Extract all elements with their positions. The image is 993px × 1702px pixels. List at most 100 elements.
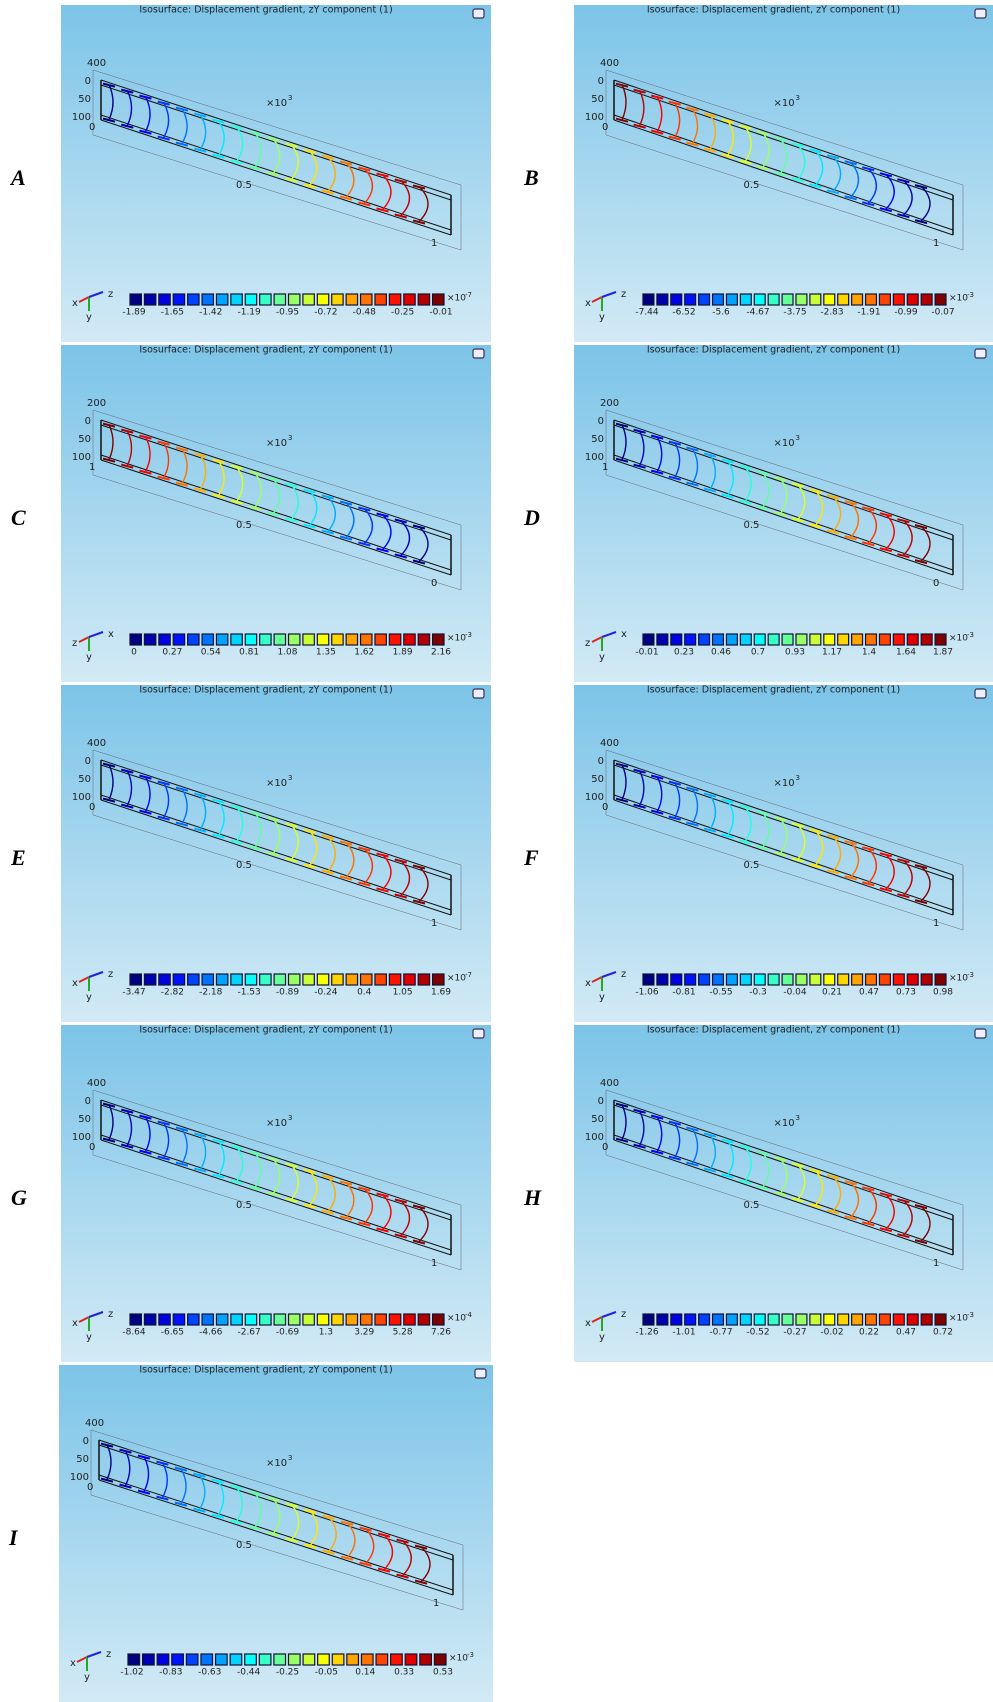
isosurface	[212, 798, 225, 804]
view-icon[interactable]	[974, 8, 987, 19]
triad-label: x	[72, 1318, 78, 1329]
colorbar-block	[273, 1653, 287, 1666]
colorbar-block	[642, 973, 655, 986]
isosurface	[867, 1187, 878, 1224]
isosurface	[879, 852, 893, 858]
isosurface	[779, 1157, 788, 1194]
colorbar-tick-label: 1.17	[822, 648, 842, 658]
isosurface	[377, 1567, 391, 1573]
isosurface	[615, 422, 629, 428]
colorbar-tick-label: -0.81	[672, 988, 695, 998]
colorbar-block	[920, 1313, 933, 1326]
axis-scale: ×10	[774, 778, 795, 789]
isosurface	[376, 852, 389, 858]
view-icon[interactable]	[472, 1028, 485, 1039]
colorbar-block	[316, 293, 330, 306]
isosurface	[638, 1110, 645, 1146]
isosurface	[756, 470, 769, 476]
isosurface	[248, 1525, 262, 1531]
colorbar-block	[656, 973, 669, 986]
isosurface	[420, 1546, 431, 1583]
isosurface	[674, 442, 681, 478]
colorbar-block	[837, 293, 850, 306]
colorbar-tick-label: 1.4	[862, 648, 877, 658]
view-icon[interactable]	[974, 1028, 987, 1039]
isosurface	[120, 428, 134, 434]
axis-label: 1	[431, 238, 437, 249]
isosurface	[157, 100, 170, 106]
isosurface	[756, 505, 769, 511]
isosurface	[621, 1104, 627, 1141]
axis-label: 50	[78, 1114, 91, 1125]
triad-axis	[591, 1316, 603, 1323]
isosurface	[212, 153, 225, 159]
isosurface	[897, 858, 910, 864]
colorbar-exponent: -3	[967, 631, 974, 639]
colorbar-tick-label: 0.73	[896, 988, 916, 998]
isosurface	[217, 120, 225, 156]
colorbar-tick-label: -0.24	[314, 988, 338, 998]
colorbar-block	[215, 293, 229, 306]
colorbar-block	[823, 293, 836, 306]
colorbar-block	[739, 633, 752, 646]
axis-label: 50	[78, 774, 91, 785]
isosurface	[144, 96, 151, 132]
beam-edge	[613, 1139, 954, 1256]
triad-label: z	[621, 289, 626, 300]
isosurface	[248, 130, 262, 136]
isosurface	[193, 147, 207, 153]
isosurface	[248, 165, 262, 171]
isosurface	[615, 797, 629, 803]
isosurface	[850, 841, 860, 878]
isosurface	[615, 762, 629, 768]
colorbar-block	[230, 973, 243, 986]
isosurface	[809, 488, 822, 494]
triad-axis	[78, 636, 90, 643]
plot-panel: Isosurface: Displacement gradient, zY co…	[61, 685, 491, 1022]
view-icon[interactable]	[974, 348, 987, 359]
isosurface	[762, 132, 770, 168]
triad-axis	[88, 971, 104, 978]
view-icon[interactable]	[472, 8, 485, 19]
colorbar-block	[201, 293, 215, 306]
colorbar-tick-label: 1.64	[896, 648, 916, 658]
view-icon[interactable]	[974, 688, 987, 699]
isosurface	[157, 780, 170, 786]
colorbar-block	[878, 633, 891, 646]
isosurface	[212, 493, 225, 499]
isosurface	[400, 520, 411, 556]
isosurface	[850, 161, 860, 198]
isosurface	[359, 1561, 372, 1567]
colorbar-tick-label: -1.02	[120, 1668, 143, 1678]
colorbar-block	[934, 293, 947, 306]
isosurface	[193, 1472, 206, 1478]
triad-label: x	[585, 298, 591, 309]
isosurface	[120, 88, 134, 94]
isosurface	[235, 1486, 244, 1522]
view-icon[interactable]	[472, 348, 485, 359]
colorbar-block	[158, 1313, 171, 1326]
colorbar-tick-label: -8.64	[122, 1328, 146, 1338]
isosurface	[358, 1221, 371, 1227]
isosurface	[756, 1185, 769, 1191]
view-icon[interactable]	[474, 1368, 487, 1379]
colorbar-block	[684, 293, 697, 306]
isosurface	[358, 1186, 371, 1192]
colorbar-block	[273, 1313, 287, 1326]
colorbar-block	[864, 293, 878, 306]
isosurface	[668, 780, 682, 786]
colorbar-block	[244, 1313, 258, 1326]
colorbar-block	[795, 633, 808, 646]
isosurface	[844, 535, 857, 541]
isosurface	[686, 106, 699, 112]
colorbar-block	[287, 1313, 301, 1326]
isosurface	[266, 816, 280, 822]
colorbar-block	[302, 633, 315, 646]
panel-letter: I	[9, 1525, 18, 1550]
isosurface	[309, 490, 318, 526]
isosurface	[266, 171, 280, 177]
axis-label: 100	[585, 452, 604, 463]
isosurface	[303, 523, 316, 529]
colorbar-tick-label: 0.7	[751, 648, 765, 658]
view-icon[interactable]	[472, 688, 485, 699]
